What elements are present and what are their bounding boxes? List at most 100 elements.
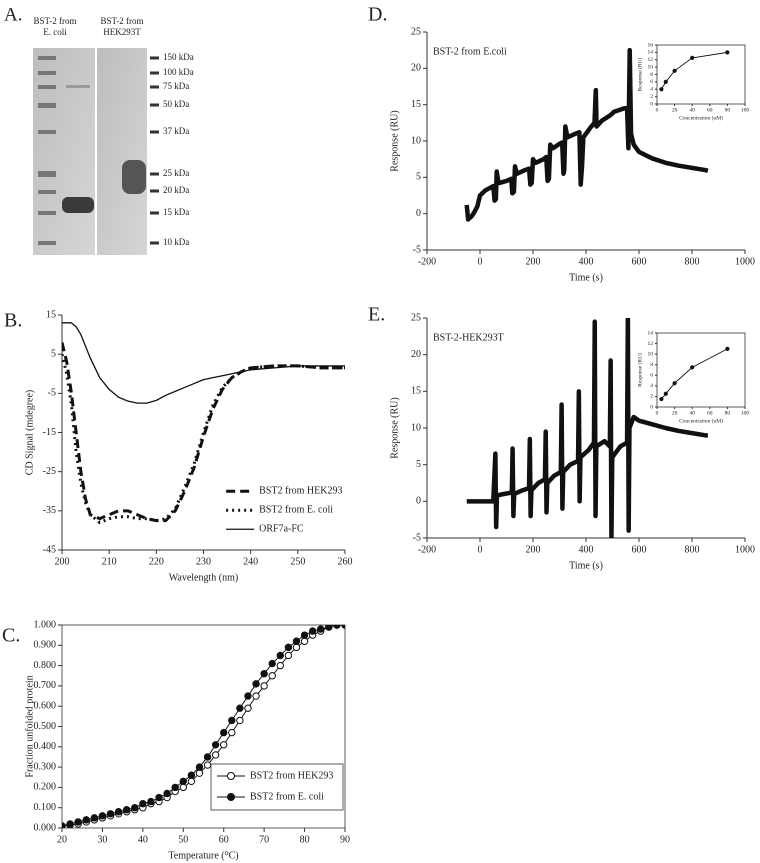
plot-area (62, 625, 345, 828)
lane-label: BST-2 from (101, 16, 144, 26)
y-tick-label: 12 (648, 341, 654, 347)
ecoli-band (62, 197, 94, 213)
marker-label: 15 kDa (163, 207, 189, 217)
data-point (725, 50, 730, 55)
y-tick-label: -15 (43, 427, 56, 438)
x-tick-label: 600 (632, 544, 647, 555)
marker-tick (150, 71, 159, 75)
data-point (195, 769, 204, 777)
y-tick-label: 20 (411, 63, 421, 74)
frame (656, 332, 746, 408)
y-tick-label: 15 (411, 99, 421, 110)
data-point (268, 672, 276, 680)
y-tick-label: -5 (48, 388, 56, 399)
x-tick-label: 100 (741, 411, 750, 417)
data-point (325, 625, 333, 631)
marker-tick (150, 56, 159, 60)
gel-right (97, 48, 147, 255)
y-tick-label: 0.300 (34, 761, 57, 772)
x-tick-label: 250 (290, 556, 305, 567)
y-axis-label: CD Signal (mdegree) (24, 390, 35, 476)
data-point (228, 716, 236, 725)
y-tick-label: 25 (411, 312, 421, 323)
x-tick-label: 70 (259, 834, 269, 845)
data-point (244, 692, 252, 700)
y-axis-label: Response (RU) (389, 397, 400, 458)
y-tick-label: 10 (411, 422, 421, 433)
data-point (171, 783, 179, 792)
y-tick-label: 0 (650, 404, 653, 410)
y-tick-label: 15 (411, 386, 421, 397)
marker-tick (150, 130, 159, 134)
faint-band (66, 85, 90, 88)
x-tick-label: -200 (418, 544, 436, 555)
series-line (661, 51, 728, 90)
y-tick-label: 14 (648, 330, 654, 336)
y-tick-label: 4 (650, 383, 653, 389)
x-tick-label: 220 (149, 556, 164, 567)
y-tick-label: 6 (650, 79, 653, 85)
marker-label: 100 kDa (163, 67, 194, 77)
x-tick-label: 400 (579, 256, 594, 267)
y-tick-label: 10 (648, 351, 654, 357)
data-point (122, 806, 131, 814)
x-tick-label: 40 (689, 411, 695, 417)
chart: -45 -35 -25 -15 -5 5 15 200 210 220 230 240 250 260 Wa… (4, 309, 353, 583)
data-point (252, 692, 260, 700)
ladder-bands (38, 56, 56, 245)
data-point (659, 87, 664, 92)
y-tick-label: 1.000 (34, 619, 57, 630)
y-tick-label: -45 (43, 544, 56, 555)
y-tick-label: 12 (648, 57, 654, 63)
gel-left (33, 48, 95, 255)
data-point (244, 704, 252, 712)
data-point (236, 716, 244, 725)
data-point (268, 659, 276, 668)
y-tick-label: 5 (51, 348, 56, 359)
y-tick-label: 2 (650, 394, 653, 400)
data-point (672, 381, 677, 386)
x-tick-label: 200 (55, 556, 70, 567)
data-point (333, 625, 341, 629)
data-point (187, 777, 196, 786)
data-point (220, 728, 228, 737)
data-point (276, 651, 285, 660)
x-tick-label: 60 (707, 108, 713, 114)
marker-label: 50 kDa (163, 99, 189, 109)
data-point (690, 55, 695, 61)
plot-area (659, 50, 730, 92)
legend-box (210, 763, 344, 811)
data-point (284, 651, 293, 660)
y-tick-label: 5 (416, 459, 421, 470)
legend-label: ORF7a-FC (259, 524, 304, 535)
x-axis-label: Time (s) (569, 560, 603, 571)
data-point (74, 818, 82, 826)
x-tick-label: 0 (656, 108, 659, 114)
y-tick-label: 8 (650, 362, 653, 368)
y-tick-label: -5 (413, 244, 421, 255)
data-point (220, 741, 228, 749)
data-point (663, 391, 668, 396)
marker-label: 20 kDa (163, 185, 189, 195)
data-point (139, 799, 147, 808)
x-tick-label: 0 (656, 411, 659, 417)
y-tick-label: 0.500 (34, 721, 57, 732)
annotation: BST-2-HEK293T (433, 332, 504, 343)
x-tick-label: 240 (243, 556, 258, 567)
legend-label: BST2 from HEK293 (250, 770, 333, 781)
panel-label: A. (4, 4, 22, 25)
data-point (341, 625, 345, 629)
data-point (147, 797, 155, 806)
y-tick-label: 25 (411, 26, 421, 37)
data-point (260, 682, 268, 690)
chart: 0 2 4 6 8 10 12 14 0 20 40 60 80 100 Concentration (uM… (636, 330, 749, 424)
gel-image (33, 48, 147, 255)
x-axis-label: Concentration (uM) (679, 114, 723, 121)
x-tick-label: 800 (685, 544, 700, 555)
x-tick-label: 50 (178, 834, 188, 845)
x-tick-label: 400 (579, 544, 594, 555)
data-point (82, 816, 90, 824)
x-tick-label: 60 (707, 411, 713, 417)
hek-band (122, 160, 146, 194)
